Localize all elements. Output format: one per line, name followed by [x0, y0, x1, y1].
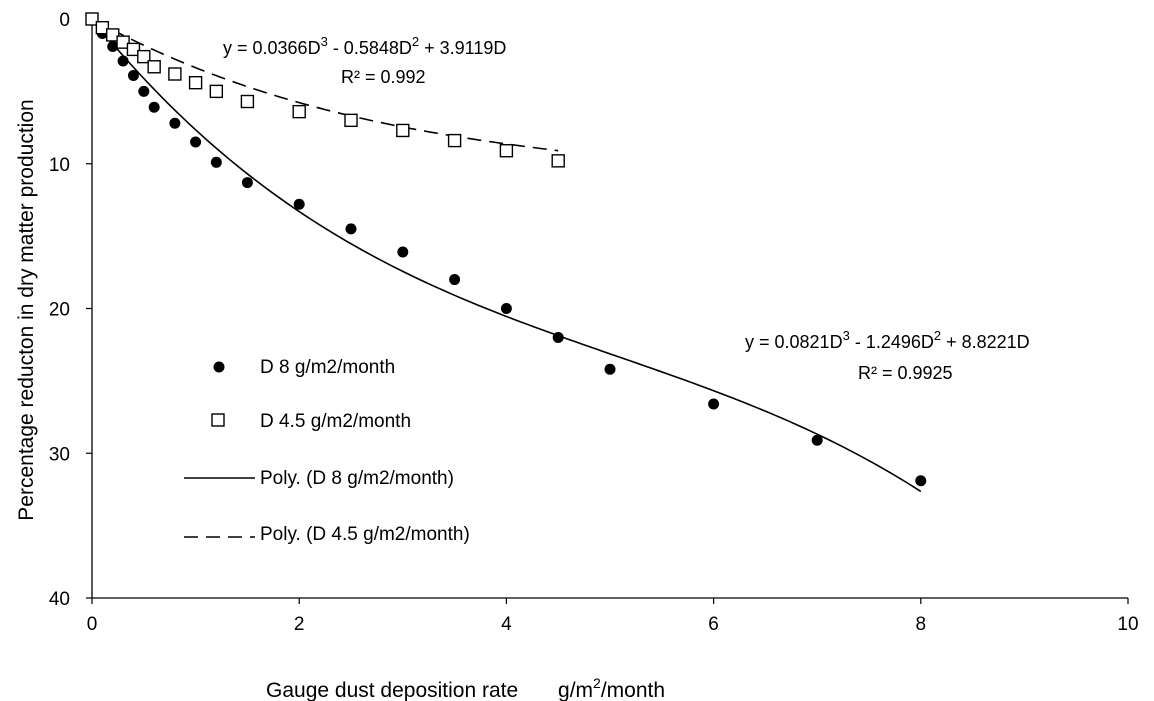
- equation-part: + 8.8221D: [941, 332, 1030, 352]
- data-point-d8: [552, 331, 564, 343]
- equation-part: 2: [934, 328, 941, 343]
- data-point-d8: [138, 85, 150, 97]
- equation-part: 2: [412, 34, 419, 49]
- x-axis-title-text: Gauge dust deposition rate: [266, 679, 518, 701]
- data-point-d4-5: [147, 60, 161, 74]
- data-points: [85, 12, 927, 487]
- data-point-d4-5: [396, 123, 410, 138]
- equation-d8: y = 0.0821D3 - 1.2496D2 + 8.8221D: [745, 328, 1030, 352]
- data-point-d8: [241, 177, 253, 189]
- x-tick-label: 4: [501, 614, 512, 635]
- data-point-d8: [915, 475, 927, 487]
- data-point-d4-5: [168, 67, 182, 81]
- x-tick-label: 10: [1117, 614, 1138, 635]
- data-point-d8: [811, 434, 823, 446]
- data-point-d8: [107, 41, 119, 53]
- y-tick-label: 10: [49, 155, 70, 176]
- data-point-d8: [293, 198, 305, 210]
- fit-lines: [91, 18, 922, 493]
- data-point-d4-5: [95, 20, 110, 35]
- fit-line-d8: [91, 18, 922, 493]
- y-axis-title: Percentage reducton in dry matter produc…: [15, 99, 38, 520]
- data-point-d4-5: [447, 133, 462, 148]
- data-point-d8: [169, 117, 181, 129]
- equation-part: + 3.9119D: [419, 38, 506, 58]
- data-point-d4-5: [292, 104, 306, 119]
- ticks: 0 2 4 6 8 10 0 10 20 30 40: [49, 10, 1139, 635]
- data-point-d8: [397, 246, 409, 258]
- x-tick-label: 0: [87, 614, 98, 635]
- legend-marker-d4-5: [211, 413, 225, 427]
- data-point-d8: [127, 69, 139, 81]
- r-squared-d8: R² = 0.9925: [858, 363, 953, 383]
- x-axis-unit-suffix: /month: [601, 679, 665, 701]
- data-point-d4-5: [137, 49, 151, 64]
- data-point-d4-5: [499, 144, 514, 158]
- legend: D 8 g/m2/month D 4.5 g/m2/month Poly. (D…: [184, 357, 470, 545]
- y-tick-label: 20: [49, 300, 70, 321]
- x-axis-title: Gauge dust deposition rate g/m2/month: [266, 675, 665, 701]
- equation-part: 3: [321, 34, 328, 49]
- data-point-d4-5: [126, 42, 141, 57]
- equation-part: 3: [843, 328, 850, 343]
- x-axis-unit-prefix: g/m: [558, 679, 593, 701]
- data-point-d4-5: [240, 94, 255, 109]
- equation-part: - 1.2496D: [850, 332, 934, 352]
- equation-part: - 0.5848D: [328, 38, 412, 58]
- data-point-d8: [190, 136, 202, 148]
- fit-line-d4-5: [91, 18, 559, 152]
- data-point-d8: [148, 101, 160, 113]
- x-tick-label: 2: [294, 614, 305, 635]
- equation-part: y = 0.0366D: [223, 38, 321, 58]
- legend-label-poly-d4-5: Poly. (D 4.5 g/m2/month): [260, 524, 470, 545]
- data-point-d4-5: [551, 154, 565, 168]
- data-point-d8: [604, 363, 616, 375]
- x-tick-label: 6: [708, 614, 719, 635]
- y-tick-label: 40: [49, 589, 70, 610]
- data-point-d4-5: [209, 84, 224, 99]
- data-point-d4-5: [85, 12, 99, 26]
- data-point-d8: [117, 55, 129, 67]
- x-tick-label: 8: [916, 614, 927, 635]
- r-squared-d4-5: R² = 0.992: [341, 67, 426, 87]
- data-point-d8: [345, 223, 357, 235]
- legend-label-d8: D 8 g/m2/month: [260, 357, 395, 378]
- data-point-d4-5: [188, 75, 203, 90]
- data-point-d8: [708, 398, 720, 410]
- data-point-d4-5: [106, 28, 120, 42]
- y-tick-label: 0: [59, 10, 70, 31]
- y-tick-label: 30: [49, 444, 70, 465]
- legend-label-poly-d8: Poly. (D 8 g/m2/month): [260, 468, 454, 489]
- data-point-d4-5: [116, 35, 130, 49]
- data-point-d8: [500, 303, 512, 314]
- equation-part: y = 0.0821D: [745, 332, 843, 352]
- equation-d4-5: y = 0.0366D3 - 0.5848D2 + 3.9119D: [223, 34, 506, 58]
- data-point-d8: [449, 274, 461, 286]
- legend-marker-d8: [213, 361, 225, 373]
- x-axis-unit-sup: 2: [593, 675, 601, 691]
- data-point-d8: [210, 156, 222, 168]
- data-point-d4-5: [344, 113, 358, 128]
- legend-label-d4-5: D 4.5 g/m2/month: [260, 411, 411, 432]
